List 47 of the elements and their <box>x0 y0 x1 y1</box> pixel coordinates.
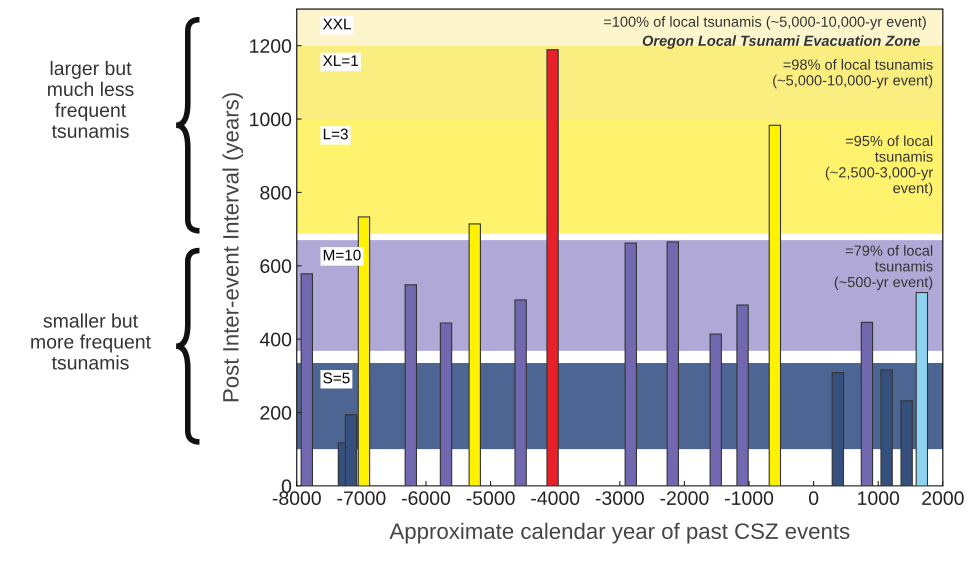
bar <box>666 241 679 486</box>
bar <box>300 273 313 486</box>
band-label: S=5 <box>323 372 350 384</box>
bar <box>546 49 559 486</box>
bar <box>736 304 749 486</box>
bar <box>880 369 893 486</box>
bar <box>404 284 418 486</box>
y-tick-label: 600 <box>260 259 292 274</box>
x-tick-label: 0 <box>808 491 818 506</box>
x-axis-title: Approximate calendar year of past CSZ events <box>390 522 850 544</box>
bar <box>832 372 844 486</box>
annotation: =100% of local tsunamis (~5,000-10,000-yr event) <box>604 16 926 30</box>
x-tick-label: 2000 <box>922 491 964 506</box>
bar <box>860 322 874 486</box>
x-tick-label: -5000 <box>466 491 515 506</box>
band-label: M=10 <box>324 250 361 260</box>
band-label: L=3 <box>324 128 348 140</box>
bar <box>900 400 913 486</box>
x-tick-label: -4000 <box>531 491 580 506</box>
bar <box>440 322 452 486</box>
x-tick-label: -7000 <box>337 491 386 506</box>
x-tick-label: -6000 <box>402 491 450 506</box>
y-tick-label: 200 <box>260 406 292 420</box>
y-tick-label: 1200 <box>250 39 292 53</box>
y-tick-label: 1000 <box>250 112 292 126</box>
text: larger but much less frequent tsunamis <box>48 60 134 138</box>
annotation: =95% of local tsunamis (~2,500-3,000-yr event) <box>826 135 933 196</box>
x-tick-label: -3000 <box>596 491 644 506</box>
x-tick-label: -2000 <box>660 491 709 506</box>
text: smaller but more frequent tsunamis <box>31 313 151 370</box>
annotation: Oregon Local Tsunami Evacuation Zone <box>642 35 920 49</box>
bar <box>468 223 481 486</box>
x-tick-label: -1000 <box>725 491 774 506</box>
bar <box>768 124 782 486</box>
band-label: XL=1 <box>322 55 358 66</box>
bar <box>514 299 527 486</box>
annotation: =98% of local tsunamis (~5,000-10,000-yr event) <box>773 59 933 88</box>
bar <box>916 292 928 486</box>
y-tick-label: 800 <box>260 186 292 200</box>
annotation: =79% of local tsunamis (~500-yr event) <box>834 245 933 290</box>
band-label: XXL <box>322 18 351 30</box>
y-axis-title: Post Inter-event Interval (years) <box>222 93 244 402</box>
x-tick-label: 1000 <box>858 491 900 506</box>
bar <box>710 333 722 486</box>
y-tick-label: 400 <box>260 332 292 346</box>
x-tick-label: -8000 <box>272 491 321 506</box>
bar <box>624 242 637 486</box>
